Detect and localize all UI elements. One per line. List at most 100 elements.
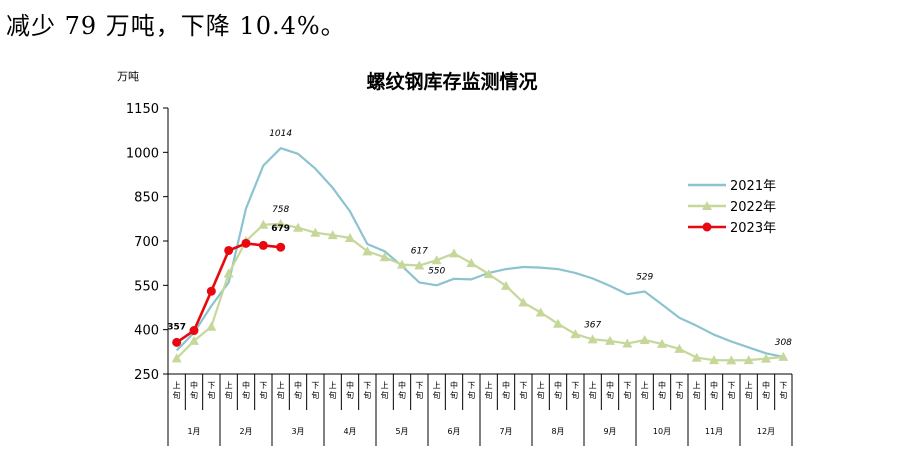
data-label: 758 bbox=[272, 205, 289, 215]
x-subcategory-label: 下旬 bbox=[363, 381, 371, 400]
data-label: 308 bbox=[775, 338, 792, 348]
x-month-label: 9月 bbox=[603, 427, 616, 436]
legend-entry-2022年: 2022年 bbox=[688, 200, 776, 215]
x-subcategory-label: 上旬 bbox=[537, 381, 545, 400]
x-subcategory-label: 下旬 bbox=[623, 381, 631, 400]
data-point bbox=[518, 297, 529, 307]
x-subcategory-label: 中旬 bbox=[398, 380, 406, 400]
y-tick-label: 400 bbox=[134, 324, 159, 339]
data-point bbox=[709, 355, 719, 365]
x-subcategory-label: 中旬 bbox=[762, 380, 770, 400]
x-subcategory-label: 上旬 bbox=[485, 381, 493, 400]
x-subcategory-label: 下旬 bbox=[415, 381, 423, 400]
data-point bbox=[483, 269, 494, 279]
x-subcategory-label: 上旬 bbox=[329, 381, 337, 400]
data-point bbox=[431, 255, 442, 265]
y-tick-label: 850 bbox=[134, 191, 159, 206]
data-point bbox=[535, 307, 546, 317]
x-subcategory-label: 下旬 bbox=[207, 381, 215, 400]
data-label: 529 bbox=[636, 273, 653, 283]
data-label: 679 bbox=[271, 224, 290, 234]
x-subcategory-label: 下旬 bbox=[779, 381, 787, 400]
data-point bbox=[449, 248, 459, 258]
x-subcategory-label: 上旬 bbox=[381, 381, 389, 400]
x-subcategory-label: 上旬 bbox=[589, 381, 597, 400]
data-point bbox=[327, 230, 338, 240]
x-subcategory-label: 下旬 bbox=[311, 381, 319, 400]
y-axis-label: 万吨 bbox=[117, 70, 139, 83]
x-subcategory-label: 中旬 bbox=[710, 380, 718, 400]
data-point bbox=[691, 352, 702, 362]
x-subcategory-label: 下旬 bbox=[467, 381, 475, 400]
data-point bbox=[657, 338, 667, 348]
x-subcategory-label: 上旬 bbox=[277, 381, 285, 400]
x-subcategory-label: 上旬 bbox=[225, 381, 233, 400]
data-point bbox=[605, 335, 615, 345]
data-point bbox=[258, 219, 269, 229]
x-subcategory-label: 下旬 bbox=[571, 381, 579, 400]
data-label: 357 bbox=[167, 322, 186, 332]
data-point bbox=[275, 218, 286, 228]
series-2022年: 758 617 367 bbox=[171, 205, 789, 365]
data-label: 1014 bbox=[269, 129, 292, 139]
x-month-label: 6月 bbox=[447, 427, 460, 436]
data-point bbox=[276, 242, 286, 252]
y-tick-label: 250 bbox=[134, 368, 159, 383]
x-subcategory-label: 上旬 bbox=[693, 381, 701, 400]
data-label: 367 bbox=[584, 320, 601, 330]
data-point bbox=[743, 355, 754, 365]
x-month-label: 5月 bbox=[395, 427, 408, 436]
data-point bbox=[587, 334, 598, 344]
data-point bbox=[397, 259, 407, 269]
x-subcategory-label: 上旬 bbox=[641, 381, 649, 400]
data-label: 617 bbox=[411, 247, 428, 257]
legend-marker bbox=[702, 222, 712, 232]
x-subcategory-label: 下旬 bbox=[259, 381, 267, 400]
data-point bbox=[414, 260, 425, 270]
data-point bbox=[310, 227, 321, 237]
x-month-label: 12月 bbox=[757, 427, 775, 436]
data-point bbox=[241, 238, 251, 248]
data-point bbox=[362, 246, 373, 256]
data-point bbox=[223, 268, 234, 278]
data-point bbox=[570, 329, 581, 339]
x-subcategory-label: 中旬 bbox=[502, 380, 510, 400]
series-2021年: 1014 550 529 308 bbox=[175, 129, 792, 358]
data-point bbox=[778, 351, 789, 361]
data-point bbox=[206, 321, 217, 331]
data-point bbox=[379, 252, 390, 262]
x-subcategory-label: 下旬 bbox=[675, 381, 683, 400]
x-subcategory-label: 下旬 bbox=[727, 381, 735, 400]
x-subcategory-label: 下旬 bbox=[519, 381, 527, 400]
intro-text: 减少 79 万吨，下降 10.4%。 bbox=[6, 12, 346, 40]
data-point bbox=[206, 286, 216, 296]
data-point bbox=[726, 355, 737, 365]
data-point bbox=[466, 258, 477, 268]
x-subcategory-label: 中旬 bbox=[346, 380, 354, 400]
data-point bbox=[553, 318, 563, 328]
legend-marker bbox=[702, 201, 712, 210]
x-subcategory-label: 中旬 bbox=[294, 380, 302, 400]
legend-label: 2022年 bbox=[730, 200, 776, 215]
x-subcategory-label: 上旬 bbox=[745, 381, 753, 400]
data-point bbox=[639, 335, 650, 345]
x-month-label: 4月 bbox=[343, 427, 356, 436]
chart-title: 螺纹钢库存监测情况 bbox=[366, 70, 537, 93]
data-label: 550 bbox=[428, 266, 445, 276]
y-tick-label: 700 bbox=[134, 235, 159, 250]
x-subcategory-label: 中旬 bbox=[242, 380, 250, 400]
legend-entry-2023年: 2023年 bbox=[688, 221, 776, 236]
axes: 25040055070085010001150上旬中旬下旬上旬中旬下旬上旬中旬下… bbox=[126, 102, 793, 446]
x-subcategory-label: 上旬 bbox=[433, 381, 441, 400]
x-month-label: 10月 bbox=[653, 427, 671, 436]
data-point bbox=[622, 338, 633, 348]
x-month-label: 11月 bbox=[705, 427, 723, 436]
legend-label: 2023年 bbox=[730, 221, 776, 236]
x-subcategory-label: 中旬 bbox=[450, 380, 458, 400]
data-point bbox=[293, 222, 303, 232]
x-subcategory-label: 上旬 bbox=[173, 381, 181, 400]
x-month-label: 7月 bbox=[499, 427, 512, 436]
data-point bbox=[189, 335, 199, 345]
legend-label: 2021年 bbox=[730, 179, 776, 194]
